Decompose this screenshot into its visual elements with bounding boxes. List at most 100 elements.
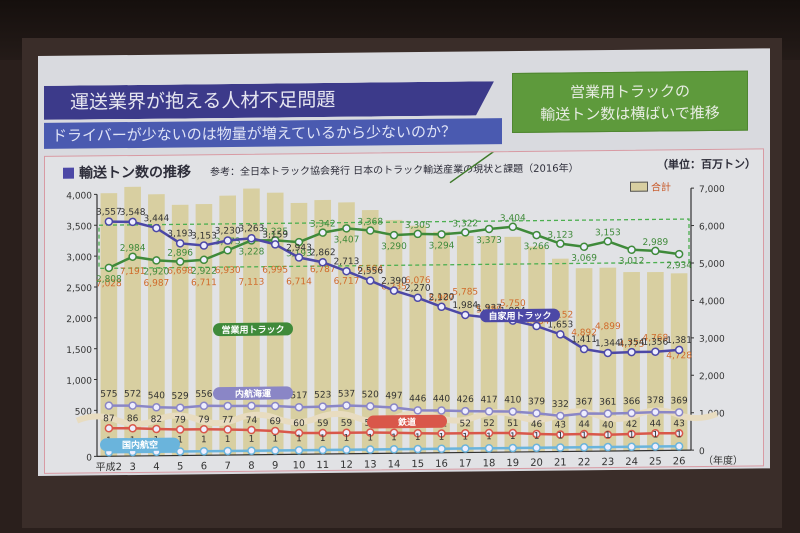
svg-text:10: 10 — [293, 460, 306, 471]
svg-text:43: 43 — [673, 419, 684, 429]
bar-total — [100, 193, 118, 457]
svg-text:2,943: 2,943 — [286, 243, 312, 253]
bar-total — [528, 246, 545, 452]
svg-text:517: 517 — [290, 391, 307, 401]
svg-text:44: 44 — [578, 420, 590, 430]
bar-total — [385, 219, 403, 454]
svg-text:1: 1 — [652, 431, 658, 441]
label-coastal-shipping — [213, 386, 293, 401]
svg-text:2,984: 2,984 — [120, 244, 146, 254]
svg-text:2,808: 2,808 — [96, 275, 122, 285]
svg-text:556: 556 — [195, 390, 212, 400]
svg-text:7,191: 7,191 — [120, 267, 146, 277]
svg-text:4: 4 — [153, 462, 159, 473]
svg-text:3,225: 3,225 — [262, 227, 288, 237]
svg-text:417: 417 — [480, 395, 497, 405]
svg-text:426: 426 — [457, 395, 474, 405]
svg-text:3,407: 3,407 — [334, 235, 360, 245]
svg-text:1: 1 — [629, 431, 635, 441]
svg-text:2,713: 2,713 — [334, 257, 360, 267]
svg-text:1,937: 1,937 — [476, 303, 502, 313]
svg-text:1: 1 — [249, 435, 255, 445]
svg-text:3,123: 3,123 — [547, 231, 573, 241]
svg-text:4,000: 4,000 — [699, 297, 725, 307]
svg-text:86: 86 — [127, 414, 139, 424]
bar-total — [456, 235, 474, 453]
svg-text:11: 11 — [316, 460, 329, 471]
label-commercial-truck — [213, 322, 293, 337]
svg-text:4,728: 4,728 — [666, 351, 692, 361]
svg-text:7,113: 7,113 — [239, 278, 265, 288]
svg-text:8: 8 — [248, 461, 254, 472]
svg-text:1,984: 1,984 — [452, 301, 478, 311]
svg-text:16: 16 — [435, 459, 448, 470]
svg-text:5,484: 5,484 — [524, 317, 550, 327]
svg-text:575: 575 — [100, 390, 117, 400]
svg-text:87: 87 — [103, 414, 114, 424]
bar-total — [480, 235, 498, 453]
svg-text:5,907: 5,907 — [429, 294, 455, 304]
svg-text:20: 20 — [530, 458, 543, 469]
svg-text:3,500: 3,500 — [66, 222, 92, 232]
svg-text:6,717: 6,717 — [334, 277, 360, 287]
label-rail — [367, 414, 447, 429]
svg-text:2,500: 2,500 — [66, 284, 92, 294]
svg-text:5,000: 5,000 — [699, 260, 725, 270]
slide-title: 運送業界が抱える人材不足問題 — [44, 81, 494, 120]
svg-text:497: 497 — [385, 391, 402, 401]
svg-text:44: 44 — [650, 419, 662, 429]
svg-text:21: 21 — [554, 457, 567, 468]
svg-text:5,750: 5,750 — [500, 299, 526, 309]
svg-text:1,344: 1,344 — [595, 339, 621, 349]
svg-text:3,342: 3,342 — [310, 219, 336, 229]
svg-text:69: 69 — [269, 417, 281, 427]
svg-text:鉄道: 鉄道 — [398, 416, 416, 428]
svg-text:3,230: 3,230 — [215, 226, 241, 236]
svg-text:3,159: 3,159 — [262, 230, 288, 240]
svg-text:6,714: 6,714 — [286, 277, 312, 287]
svg-text:2,920: 2,920 — [144, 267, 170, 277]
svg-text:3,153: 3,153 — [595, 228, 621, 238]
svg-text:4,768: 4,768 — [642, 333, 668, 343]
svg-text:60: 60 — [293, 419, 305, 429]
svg-text:6,711: 6,711 — [191, 278, 217, 288]
svg-text:79: 79 — [198, 415, 210, 425]
svg-text:3,263: 3,263 — [239, 224, 265, 234]
svg-text:平成2: 平成2 — [96, 461, 122, 473]
svg-text:1: 1 — [557, 432, 563, 442]
svg-text:82: 82 — [151, 415, 162, 425]
svg-text:52: 52 — [483, 419, 494, 429]
slide-subtitle: ドライバーが少ないのは物量が増えているから少ないのか？ — [44, 118, 502, 149]
svg-text:537: 537 — [338, 389, 355, 399]
svg-text:1,381: 1,381 — [666, 336, 692, 346]
svg-text:3,368: 3,368 — [357, 217, 383, 227]
svg-text:2,556: 2,556 — [357, 266, 383, 276]
svg-text:4,775: 4,775 — [619, 340, 645, 350]
svg-text:79: 79 — [174, 415, 186, 425]
svg-text:3,373: 3,373 — [476, 236, 502, 246]
svg-text:6,698: 6,698 — [167, 266, 193, 276]
svg-text:1: 1 — [272, 434, 278, 444]
svg-text:379: 379 — [528, 397, 545, 407]
svg-text:1: 1 — [581, 431, 587, 441]
svg-text:23: 23 — [601, 457, 614, 468]
svg-text:4,892: 4,892 — [571, 328, 597, 338]
svg-text:6,000: 6,000 — [699, 222, 725, 232]
callout-line-1: 営業用トラックの — [569, 82, 690, 102]
svg-text:1: 1 — [344, 434, 350, 444]
bar-total — [647, 271, 664, 451]
svg-text:366: 366 — [623, 397, 640, 407]
svg-text:500: 500 — [75, 407, 92, 417]
svg-text:6,930: 6,930 — [215, 266, 241, 276]
svg-text:446: 446 — [409, 394, 426, 404]
svg-text:19: 19 — [506, 458, 519, 469]
svg-text:26: 26 — [673, 456, 686, 467]
svg-text:6,787: 6,787 — [310, 265, 336, 275]
svg-text:3,193: 3,193 — [167, 229, 193, 239]
svg-text:18: 18 — [483, 458, 496, 469]
svg-text:59: 59 — [317, 419, 329, 429]
slide: 運送業界が抱える人材不足問題 ドライバーが少ないのは物量が増えているから少ないの… — [38, 48, 770, 477]
bar-total — [409, 225, 427, 454]
svg-text:4,000: 4,000 — [66, 191, 92, 201]
svg-text:7,000: 7,000 — [699, 185, 725, 195]
